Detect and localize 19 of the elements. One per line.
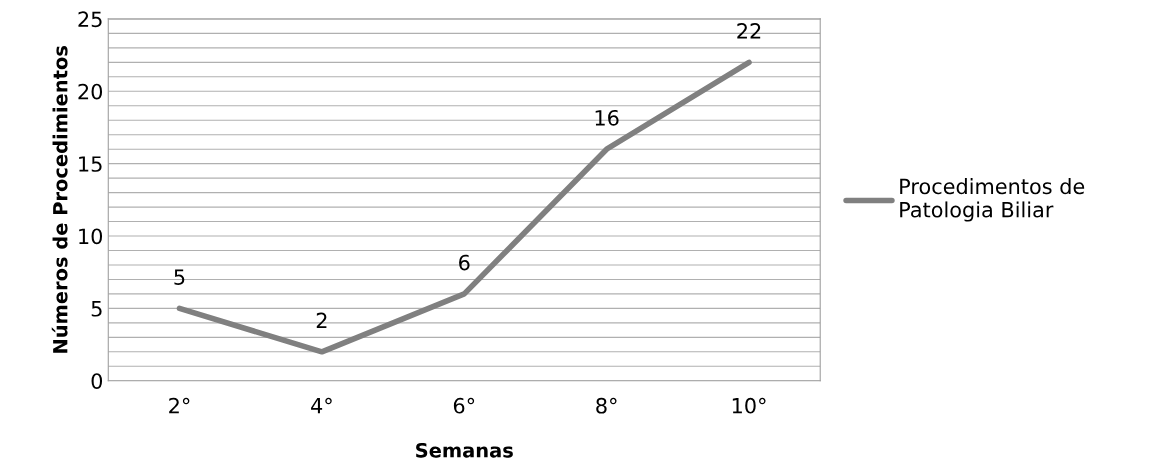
legend-label: Procedimentos de Patologia Biliar xyxy=(900,178,1085,222)
data-label: 22 xyxy=(737,23,761,39)
data-label: 6 xyxy=(459,254,470,271)
y-axis-title: Números de Procedimientos xyxy=(51,46,68,353)
y-tick-label: 0 xyxy=(91,373,103,389)
y-tick-label: 10 xyxy=(79,228,103,245)
data-label: 5 xyxy=(174,269,185,285)
x-tick-label: 8° xyxy=(596,397,617,414)
y-tick-label: 15 xyxy=(79,156,102,172)
x-tick-label: 10° xyxy=(732,397,766,414)
x-axis-title: Semanas xyxy=(416,442,513,458)
data-label: 16 xyxy=(595,109,619,126)
y-tick-label: 20 xyxy=(78,83,103,100)
y-tick-label: 25 xyxy=(78,11,102,28)
x-tick-label: 2° xyxy=(169,397,190,414)
y-tick-label: 5 xyxy=(91,301,102,317)
x-tick-label: 6° xyxy=(453,397,475,414)
data-label: 2 xyxy=(316,312,327,329)
x-tick-label: 4° xyxy=(311,397,332,414)
